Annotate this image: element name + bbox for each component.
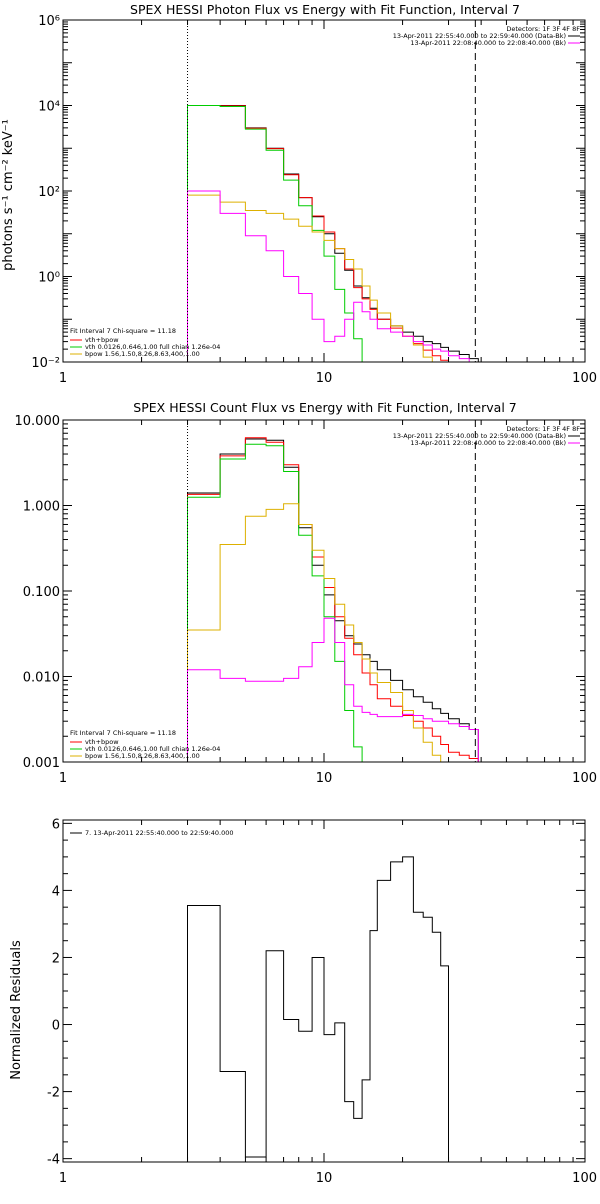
photon-series-powerlaw xyxy=(187,194,479,363)
count-y-tick-label: 0.010 xyxy=(23,671,60,686)
photon-legend-fit-interval: Fit Interval 7 Chi-square = 11.18 xyxy=(70,327,176,335)
residuals-panel: Normalized Residuals 1 10 100 -4 -2 0 2 4 6 7. 1… xyxy=(9,817,597,1186)
photon-legend-bk-interval: 13-Apr-2011 22:08:40.000 to 22:08:40.000… xyxy=(410,39,566,47)
count-y-tick-label: 0.100 xyxy=(23,585,60,600)
photon-y-tick-label: 10⁶ xyxy=(38,14,60,29)
photon-y-tick-label: 10⁰ xyxy=(38,271,60,286)
photon-y-tick-label: 10⁴ xyxy=(38,100,60,115)
photon-x-tick-label: 10 xyxy=(316,371,333,386)
count-series-background xyxy=(187,617,479,762)
residuals-y-tick-label: 4 xyxy=(52,884,60,899)
residuals-y-tick-label: 6 xyxy=(52,817,60,832)
photon-energy-bounds xyxy=(187,20,476,362)
count-legend-detectors: Detectors: 1F 3F 4F 8F xyxy=(506,425,580,433)
photon-series-fit_total xyxy=(187,105,479,363)
count-x-tick-label: 1 xyxy=(59,771,67,786)
count-series-powerlaw xyxy=(187,503,479,763)
photon-y-tick-label: 10⁻² xyxy=(31,356,60,371)
count-y-tick-label: 0.001 xyxy=(23,756,60,771)
residuals-y-tick-label: -4 xyxy=(47,1153,60,1168)
count-flux-panel: SPEX HESSI Count Flux vs Energy with Fit… xyxy=(15,400,598,786)
photon-axis-ticks xyxy=(62,20,585,363)
count-panel-title: SPEX HESSI Count Flux vs Energy with Fit… xyxy=(133,400,516,415)
count-axis-ticks xyxy=(62,420,585,763)
photon-curves xyxy=(187,105,479,363)
count-x-tick-label: 100 xyxy=(572,771,597,786)
photon-x-tick-label: 1 xyxy=(59,371,67,386)
photon-legend-total: vth+bpow xyxy=(85,336,119,344)
residuals-tick-labels: 1 10 100 -4 -2 0 2 4 6 xyxy=(47,817,597,1186)
count-x-tick-label: 10 xyxy=(316,771,333,786)
count-legend-left: Fit Interval 7 Chi-square = 11.18 vth+bp… xyxy=(70,729,220,760)
residuals-y-tick-label: 0 xyxy=(52,1019,60,1034)
count-y-tick-label: 1.000 xyxy=(23,500,60,515)
residuals-x-tick-label: 100 xyxy=(572,1171,597,1186)
residuals-axis-ticks xyxy=(62,820,585,1162)
photon-legend-bpow: bpow 1.56,1.50,8.26,8.63,400,1.00 xyxy=(85,350,200,358)
photon-series-data xyxy=(187,105,479,362)
photon-flux-panel: SPEX HESSI Photon Flux vs Energy with Fi… xyxy=(1,2,597,386)
count-legend-bk-interval: 13-Apr-2011 22:08:40.000 to 22:08:40.000… xyxy=(410,439,566,447)
photon-y-tick-label: 10² xyxy=(38,185,60,200)
residuals-y-tick-label: -2 xyxy=(47,1086,60,1101)
photon-series-background xyxy=(187,190,479,363)
count-legend-data-interval: 13-Apr-2011 22:55:40.000 to 22:59:40.000… xyxy=(393,432,566,440)
photon-legend-right: Detectors: 1F 3F 4F 8F 13-Apr-2011 22:55… xyxy=(393,25,581,47)
count-curves xyxy=(187,437,479,763)
count-legend-fit-interval: Fit Interval 7 Chi-square = 11.18 xyxy=(70,729,176,737)
count-legend-bpow: bpow 1.56,1.50,8.26,8.63,400,1.00 xyxy=(85,752,200,760)
residuals-x-tick-label: 10 xyxy=(316,1171,333,1186)
count-legend-right: Detectors: 1F 3F 4F 8F 13-Apr-2011 22:55… xyxy=(393,425,581,447)
residuals-x-tick-label: 1 xyxy=(59,1171,67,1186)
count-energy-bounds xyxy=(187,420,476,762)
photon-panel-title: SPEX HESSI Photon Flux vs Energy with Fi… xyxy=(130,2,520,17)
photon-tick-labels: 1 10 100 10⁻² 10⁰ 10² 10⁴ 10⁶ xyxy=(31,14,597,386)
count-legend-thermal: vth 0.0126,0.646,1.00 full chian 1.26e-0… xyxy=(85,745,220,753)
photon-x-tick-label: 100 xyxy=(572,371,597,386)
residuals-legend-interval: 7. 13-Apr-2011 22:55:40.000 to 22:59:40.… xyxy=(85,829,234,837)
residuals-y-tick-label: 2 xyxy=(52,951,60,966)
photon-y-axis-label: photons s⁻¹ cm⁻² keV⁻¹ xyxy=(1,119,16,271)
count-y-tick-label: 10.000 xyxy=(15,414,61,429)
photon-legend-data-interval: 13-Apr-2011 22:55:40.000 to 22:59:40.000… xyxy=(393,32,566,40)
photon-plot-frame xyxy=(62,19,586,363)
photon-legend-detectors: Detectors: 1F 3F 4F 8F xyxy=(506,25,580,33)
count-legend-total: vth+bpow xyxy=(85,738,119,746)
count-tick-labels: 1 10 100 0.001 0.010 0.100 1.000 10.000 xyxy=(15,414,598,786)
count-series-data xyxy=(187,438,479,762)
residuals-series-data xyxy=(187,856,449,1162)
count-series-fit_total xyxy=(187,437,479,762)
residuals-y-axis-label: Normalized Residuals xyxy=(9,940,24,1080)
photon-legend-left: Fit Interval 7 Chi-square = 11.18 vth+bp… xyxy=(70,327,220,358)
count-series-thermal xyxy=(187,443,479,763)
residuals-curves xyxy=(187,856,449,1162)
residuals-legend: 7. 13-Apr-2011 22:55:40.000 to 22:59:40.… xyxy=(70,829,234,837)
photon-legend-thermal: vth 0.0126,0.646,1.00 full chian 1.26e-0… xyxy=(85,343,220,351)
